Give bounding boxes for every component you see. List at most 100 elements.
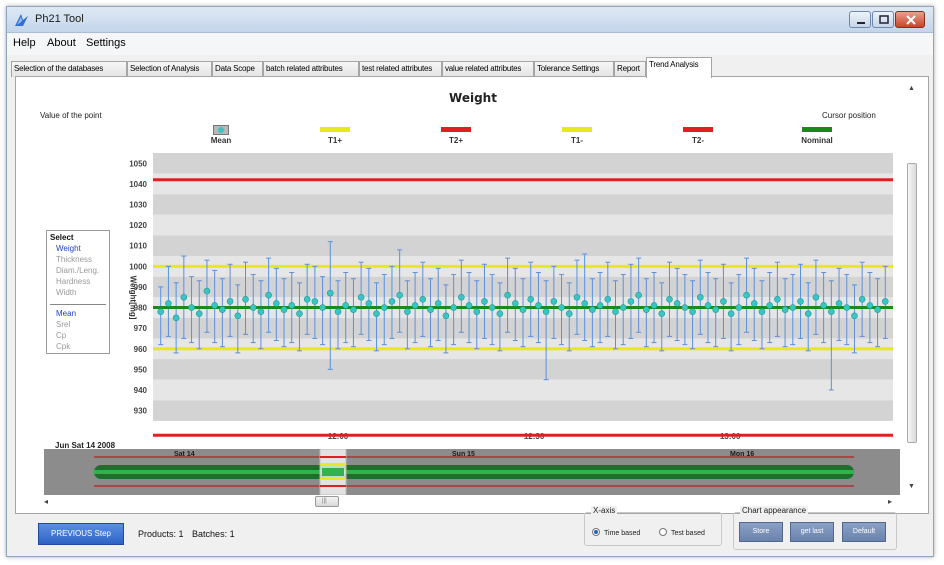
tab-trend-analysis[interactable]: Trend Analysis bbox=[646, 57, 712, 78]
legend-label: Mean bbox=[210, 136, 232, 145]
scroll-up-icon[interactable]: ▲ bbox=[908, 85, 915, 92]
mean-point bbox=[843, 304, 851, 311]
mean-point bbox=[612, 308, 619, 315]
mean-point bbox=[828, 308, 835, 315]
select-stat-srel[interactable]: Srel bbox=[56, 320, 71, 329]
mean-point bbox=[604, 296, 612, 303]
time-navigator[interactable]: Sat 14 Sun 15 Mon 16 bbox=[44, 449, 900, 495]
select-title: Select bbox=[50, 233, 74, 242]
mean-point bbox=[365, 300, 373, 307]
mean-point bbox=[458, 293, 465, 301]
select-item-diameter[interactable]: Diam./Leng. bbox=[56, 266, 100, 275]
select-item-hardness[interactable]: Hardness bbox=[56, 277, 91, 286]
tab-value-attributes[interactable]: value related attributes bbox=[442, 61, 534, 77]
tab-tolerance-settings[interactable]: Tolerance Settings bbox=[534, 61, 614, 77]
mean-point bbox=[812, 293, 820, 301]
scroll-down-icon[interactable]: ▼ bbox=[908, 483, 915, 490]
mean-point bbox=[527, 296, 535, 303]
mean-point bbox=[450, 304, 457, 311]
title-bar[interactable]: Ph21 Tool bbox=[7, 7, 933, 33]
scroll-left-icon[interactable]: ◂ bbox=[44, 497, 49, 506]
select-stat-mean[interactable]: Mean bbox=[56, 309, 77, 318]
store-button[interactable]: Store bbox=[739, 522, 783, 542]
vertical-scrollbar[interactable]: ▲ ▼ bbox=[906, 83, 918, 493]
mean-point bbox=[565, 310, 573, 318]
y-tick-label: 960 bbox=[134, 345, 148, 354]
window-title: Ph21 Tool bbox=[35, 13, 84, 25]
mean-point bbox=[404, 308, 411, 315]
mean-point bbox=[296, 310, 303, 318]
grid-band bbox=[153, 194, 893, 215]
menu-settings[interactable]: Settings bbox=[86, 37, 126, 49]
select-item-weight[interactable]: Weight bbox=[56, 244, 81, 253]
mean-point bbox=[866, 302, 874, 309]
maximize-button[interactable] bbox=[872, 11, 894, 28]
tab-test-attributes[interactable]: test related attributes bbox=[359, 61, 442, 77]
mean-point bbox=[481, 298, 488, 305]
close-icon bbox=[906, 15, 916, 25]
radio-test-based[interactable]: Test based bbox=[659, 528, 705, 537]
mean-point bbox=[419, 296, 427, 303]
mean-point bbox=[535, 302, 542, 309]
vertical-scroll-thumb[interactable] bbox=[907, 163, 917, 443]
tab-data-scope[interactable]: Data Scope bbox=[212, 61, 263, 77]
mean-point bbox=[265, 291, 272, 299]
chart-appearance-group: Chart appearance Store get last Default bbox=[733, 506, 897, 550]
trend-chart[interactable]: 1050 1040 1030 1020 1010 1000 990 980 970 960 950 9… bbox=[113, 145, 903, 445]
y-tick-label: 970 bbox=[134, 324, 148, 333]
close-button[interactable] bbox=[895, 11, 925, 28]
legend-label: Nominal bbox=[801, 136, 833, 145]
default-button[interactable]: Default bbox=[842, 522, 886, 542]
mean-point bbox=[311, 298, 319, 305]
get-last-button[interactable]: get last bbox=[790, 522, 834, 542]
scroll-right-icon[interactable]: ▸ bbox=[888, 497, 893, 506]
mean-point bbox=[596, 302, 604, 309]
previous-step-button[interactable]: PREVIOUS Step bbox=[38, 523, 124, 545]
select-stat-cpk[interactable]: Cpk bbox=[56, 342, 71, 351]
mean-point bbox=[165, 300, 172, 307]
mean-point bbox=[874, 306, 881, 313]
mean-point bbox=[681, 304, 689, 311]
tab-batch-attributes[interactable]: batch related attributes bbox=[263, 61, 359, 77]
legend-swatch bbox=[441, 127, 471, 132]
select-item-thickness[interactable]: Thickness bbox=[56, 255, 93, 264]
mean-point bbox=[750, 300, 758, 307]
mean-point bbox=[635, 291, 642, 299]
mean-point bbox=[712, 306, 720, 313]
legend-t2-plus: T2+ bbox=[421, 125, 491, 147]
navigator-day-label: Mon 16 bbox=[730, 451, 754, 458]
mean-point bbox=[781, 306, 789, 313]
mean-point bbox=[558, 304, 565, 311]
select-stat-cp[interactable]: Cp bbox=[56, 331, 67, 340]
mean-point bbox=[342, 302, 350, 309]
mean-point bbox=[696, 293, 704, 301]
horizontal-scroll-thumb[interactable]: ||| bbox=[315, 496, 339, 507]
trend-analysis-panel: Weight Value of the point Cursor positio… bbox=[15, 76, 929, 514]
mean-point bbox=[666, 296, 673, 303]
mean-point bbox=[766, 302, 773, 309]
radio-time-based[interactable]: Time based bbox=[592, 528, 640, 537]
y-tick-label: 990 bbox=[134, 283, 148, 292]
menu-bar: Help About Settings bbox=[7, 33, 933, 55]
legend-t2-minus: T2- bbox=[663, 125, 733, 147]
mean-point bbox=[434, 300, 442, 307]
mean-point bbox=[689, 308, 696, 315]
legend-label: T2- bbox=[692, 136, 704, 145]
menu-help[interactable]: Help bbox=[13, 37, 36, 49]
legend-mean: Mean bbox=[186, 125, 256, 147]
menu-about[interactable]: About bbox=[47, 37, 76, 49]
tab-report[interactable]: Report bbox=[614, 61, 646, 77]
minimize-button[interactable] bbox=[849, 11, 871, 28]
mean-point bbox=[411, 302, 419, 309]
grid-band bbox=[153, 359, 893, 380]
y-tick-label: 950 bbox=[134, 365, 148, 374]
select-item-width[interactable]: Width bbox=[56, 288, 77, 297]
navigator-day-label: Sat 14 bbox=[174, 451, 195, 458]
tab-selection-analysis[interactable]: Selection of Analysis bbox=[127, 61, 212, 77]
y-tick-label: 1050 bbox=[129, 159, 147, 168]
mean-point bbox=[619, 304, 627, 311]
mean-point bbox=[334, 308, 342, 315]
horizontal-scrollbar[interactable]: ◂ ||| ▸ bbox=[42, 496, 896, 509]
tab-selection-databases[interactable]: Selection of the databases bbox=[11, 61, 127, 77]
mean-point bbox=[273, 300, 280, 307]
